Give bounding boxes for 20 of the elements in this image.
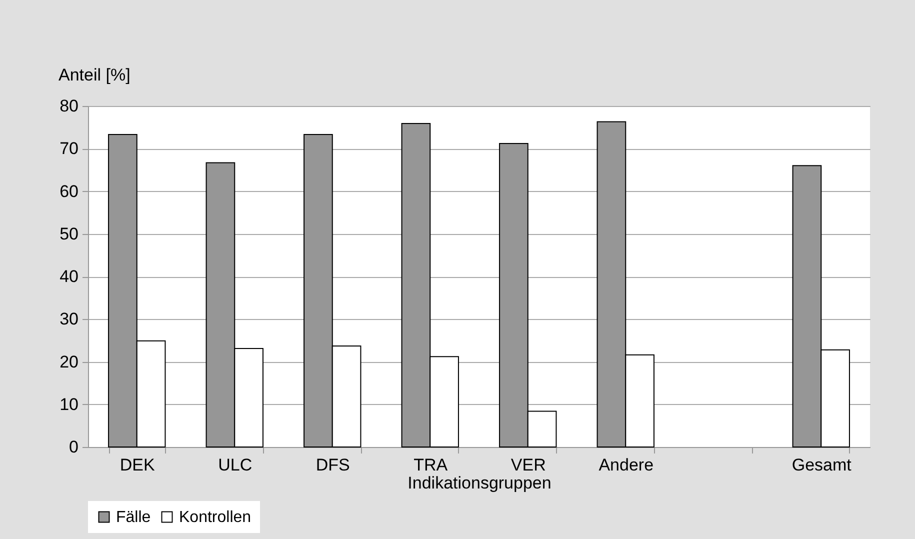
legend-label: Kontrollen [179, 509, 252, 526]
x-tick-label: VER [510, 456, 546, 474]
y-tick-label: 30 [60, 310, 78, 329]
x-axis-title: Indikationsgruppen [408, 474, 552, 492]
legend-label: Fälle [116, 509, 151, 526]
x-tick-label: ULC [218, 456, 252, 474]
y-tick-label: 80 [60, 96, 78, 116]
x-tick-label: Andere [598, 456, 654, 474]
y-tick-label: 10 [60, 394, 78, 414]
y-tick-label: 0 [69, 438, 78, 456]
y-tick-label: 40 [60, 267, 78, 286]
x-tick-label: DEK [120, 456, 156, 474]
y-tick-label: 70 [60, 139, 78, 158]
y-tick-label: 50 [60, 224, 78, 244]
x-tick-label: TRA [414, 456, 448, 474]
y-tick-label: 60 [60, 182, 78, 201]
x-tick-label: DFS [316, 456, 350, 474]
x-tick-label: Gesamt [792, 456, 852, 474]
y-tick-label: 20 [60, 352, 78, 372]
y-axis-title: Anteil [%] [58, 66, 130, 84]
